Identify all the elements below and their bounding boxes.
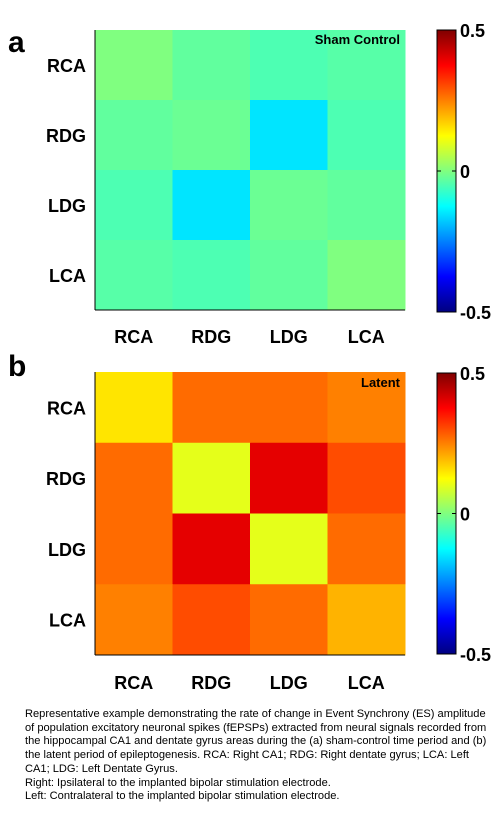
y-tick-label: LCA bbox=[49, 266, 86, 286]
heatmap-cell bbox=[95, 240, 173, 311]
heatmap-cell bbox=[327, 30, 406, 101]
heatmap-cell bbox=[250, 100, 328, 171]
heatmap-panel-b: b RCA RDG LDG LCA RCA RDG LDG LCA Latent 0.5 0 -0.5 bbox=[0, 350, 500, 705]
y-tick-label: LCA bbox=[49, 611, 86, 631]
heatmap-cell bbox=[250, 442, 328, 514]
heatmap-cell bbox=[327, 100, 406, 171]
x-tick-label: RDG bbox=[191, 327, 231, 347]
heatmap-cells bbox=[95, 372, 406, 656]
heatmap-cell bbox=[250, 513, 328, 585]
caption-paragraph: Representative example demonstrating the… bbox=[25, 708, 487, 775]
heatmap-chart: RCA RDG LDG LCA RCA RDG LDG LCA Sham Control 0.5 0… bbox=[46, 21, 491, 347]
y-tick-label: RDG bbox=[46, 469, 86, 489]
x-tick-label: LCA bbox=[348, 673, 385, 693]
heatmap-panel-a: a RCA RDG LDG LCA RCA RDG LDG LCA Sham Control 0.… bbox=[0, 0, 500, 350]
colorbar-tick-label: 0.5 bbox=[460, 21, 485, 41]
heatmap-cell bbox=[172, 100, 251, 171]
figure-caption: Representative example demonstrating the… bbox=[25, 708, 495, 804]
colorbar-tick-label: -0.5 bbox=[460, 303, 491, 323]
panel-label: b bbox=[8, 350, 27, 383]
y-tick-label: RDG bbox=[46, 126, 86, 146]
heatmap-cell bbox=[172, 30, 251, 101]
heatmap-cell bbox=[250, 30, 328, 101]
heatmap-cell bbox=[250, 584, 328, 656]
heatmap-cell bbox=[327, 170, 406, 241]
heatmap-cell bbox=[95, 170, 173, 241]
heatmap-cell bbox=[172, 372, 251, 444]
caption-line: Left: Contralateral to the implanted bip… bbox=[25, 790, 340, 803]
heatmap-cell bbox=[172, 170, 251, 241]
x-tick-label: LDG bbox=[270, 673, 308, 693]
x-tick-label: RCA bbox=[114, 327, 153, 347]
x-tick-label: LCA bbox=[348, 327, 385, 347]
colorbar-tick-label: 0.5 bbox=[460, 364, 485, 384]
y-tick-label: RCA bbox=[47, 56, 86, 76]
heatmap-cell bbox=[327, 442, 406, 514]
chart-title: Latent bbox=[361, 375, 401, 390]
heatmap-cell bbox=[172, 584, 251, 656]
heatmap-cell bbox=[250, 170, 328, 241]
colorbar-tick-label: -0.5 bbox=[460, 645, 491, 665]
heatmap-cell bbox=[250, 372, 328, 444]
chart-title: Sham Control bbox=[315, 32, 400, 47]
heatmap-cell bbox=[95, 513, 173, 585]
heatmap-cell bbox=[172, 513, 251, 585]
colorbar-tick-label: 0 bbox=[460, 162, 470, 182]
x-tick-label: LDG bbox=[270, 327, 308, 347]
y-tick-label: LDG bbox=[48, 196, 86, 216]
heatmap-cell bbox=[327, 372, 406, 444]
heatmap-cell bbox=[95, 30, 173, 101]
y-tick-label: LDG bbox=[48, 540, 86, 560]
heatmap-cell bbox=[95, 372, 173, 444]
heatmap-cell bbox=[95, 100, 173, 171]
colorbar-tick-label: 0 bbox=[460, 505, 470, 525]
heatmap-cell bbox=[95, 584, 173, 656]
heatmap-cell bbox=[327, 584, 406, 656]
caption-line: Right: Ipsilateral to the implanted bipo… bbox=[25, 776, 331, 789]
heatmap-cell bbox=[327, 240, 406, 311]
x-tick-label: RCA bbox=[114, 673, 153, 693]
heatmap-cell bbox=[172, 240, 251, 311]
heatmap-cell bbox=[327, 513, 406, 585]
heatmap-cell bbox=[172, 442, 251, 514]
panel-label: a bbox=[8, 26, 25, 59]
heatmap-cell bbox=[250, 240, 328, 311]
heatmap-chart: RCA RDG LDG LCA RCA RDG LDG LCA Latent 0.5 0 -0.5 bbox=[46, 364, 491, 693]
heatmap-cells bbox=[95, 30, 406, 311]
heatmap-cell bbox=[95, 442, 173, 514]
y-tick-label: RCA bbox=[47, 398, 86, 418]
x-tick-label: RDG bbox=[191, 673, 231, 693]
